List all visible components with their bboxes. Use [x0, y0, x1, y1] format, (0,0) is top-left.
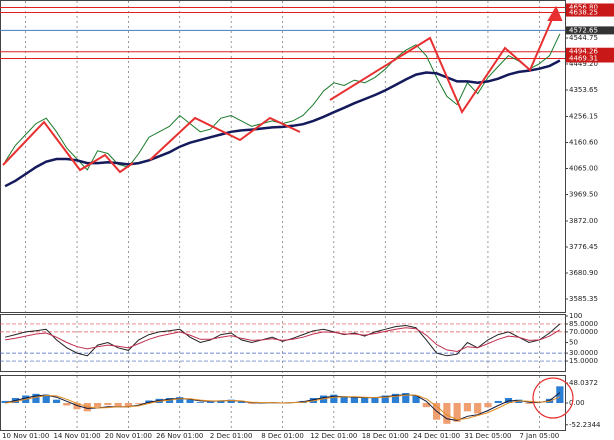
y-tick-label: 0.00 — [569, 399, 585, 407]
y-tick-label: 85.0000 — [569, 320, 598, 328]
x-tick-label: 12 Dec 01:00 — [310, 432, 357, 440]
x-tick-label: 10 Nov 01:00 — [2, 432, 49, 440]
histogram-bar — [196, 402, 204, 403]
histogram-bar — [371, 397, 379, 403]
level-tag — [566, 3, 614, 12]
series-line — [5, 394, 561, 421]
histogram-bar — [104, 403, 112, 406]
y-tick-label: 3776.45 — [569, 243, 598, 251]
level-label: 4469.31 — [569, 55, 598, 63]
zigzag — [329, 9, 557, 115]
annotations — [2, 5, 574, 419]
zigzag — [149, 116, 301, 161]
y-tick-label: 4256.15 — [569, 113, 598, 121]
y-tick-label: 100 — [569, 312, 582, 320]
y-tick-label: 4065.00 — [569, 165, 598, 173]
histogram-bar — [114, 403, 122, 407]
y-tick-label: 3969.50 — [569, 190, 598, 198]
y-tick-label: 70.0000 — [569, 328, 598, 336]
series-line — [5, 327, 561, 353]
histogram-bar — [63, 403, 71, 406]
x-tick-label: 24 Dec 01:00 — [413, 432, 460, 440]
y-tick-label: 50 — [569, 339, 578, 347]
histogram-bar — [463, 403, 472, 412]
histogram-bar — [525, 403, 533, 404]
x-tick-label: 14 Nov 01:00 — [53, 432, 100, 440]
x-tick-label: 8 Dec 01:00 — [261, 432, 304, 440]
histogram-bar — [484, 403, 492, 408]
level-tag — [566, 26, 614, 35]
histogram-bar — [494, 400, 502, 403]
histogram-bar — [350, 397, 359, 403]
histogram-bar — [248, 403, 256, 404]
y-tick-label: 30.0000 — [569, 349, 598, 357]
histogram-bar — [361, 398, 369, 403]
histogram-bar — [330, 394, 338, 403]
histogram-bar — [227, 399, 235, 403]
price-frame — [0, 0, 566, 313]
y-tick-label: 3585.35 — [569, 295, 598, 303]
arrow-head — [547, 5, 563, 21]
x-tick-label: 18 Dec 01:00 — [362, 432, 409, 440]
x-tick-label: 2 Dec 01:00 — [210, 432, 253, 440]
y-tick-label: 3680.90 — [569, 269, 598, 277]
histogram-bar — [402, 393, 410, 403]
histogram-bar — [135, 403, 143, 404]
level-label: 4638.25 — [569, 9, 598, 17]
histogram-bar — [453, 403, 461, 422]
histogram-bar — [391, 393, 400, 403]
level-label: 4572.65 — [569, 26, 598, 34]
histogram-bar — [32, 393, 40, 403]
series-line — [4, 323, 561, 357]
histogram-bar — [186, 399, 194, 403]
highlight-circle — [532, 377, 574, 419]
histogram-bar — [42, 394, 50, 403]
x-tick-label: 7 Jan 05:00 — [519, 432, 559, 440]
histogram-bar — [217, 400, 225, 403]
level-label: 4494.26 — [569, 48, 598, 56]
histogram-bar — [93, 403, 102, 408]
zigzag — [2, 120, 134, 174]
x-tick-label: 20 Nov 01:00 — [105, 432, 152, 440]
level-tag — [566, 47, 614, 56]
x-tick-label: 31 Dec 05:00 — [464, 432, 511, 440]
histogram-bar — [52, 399, 61, 403]
y-tick-label: -52.2344 — [569, 421, 601, 429]
histogram-bar — [237, 401, 246, 403]
y-tick-label: 15.0000 — [569, 357, 598, 365]
series-line — [4, 59, 561, 188]
y-tick-label: 4544.75 — [569, 34, 598, 42]
x-tick-label: 26 Nov 01:00 — [156, 432, 203, 440]
histogram-bar — [176, 397, 184, 403]
histogram-bar — [443, 403, 451, 424]
histogram-bar — [556, 386, 564, 403]
histogram-bar — [381, 395, 389, 403]
y-tick-label: 4160.60 — [569, 138, 598, 146]
level-tag — [566, 54, 614, 63]
histogram-bar — [206, 401, 215, 403]
y-tick-label: 48.0372 — [569, 379, 598, 387]
histogram-bar — [412, 395, 420, 403]
histogram-bar — [422, 403, 430, 408]
y-tick-label: 4449.20 — [569, 60, 598, 68]
histogram-bar — [73, 403, 81, 410]
histogram-bar — [1, 400, 9, 403]
histogram-bar — [340, 396, 348, 403]
y-tick-label: 3872.00 — [569, 217, 598, 225]
level-tag — [566, 8, 614, 17]
y-tick-label: 4353.65 — [569, 86, 598, 94]
histogram-bar — [124, 403, 133, 408]
level-label: 4656.80 — [569, 3, 598, 11]
histogram-bar — [474, 403, 482, 414]
